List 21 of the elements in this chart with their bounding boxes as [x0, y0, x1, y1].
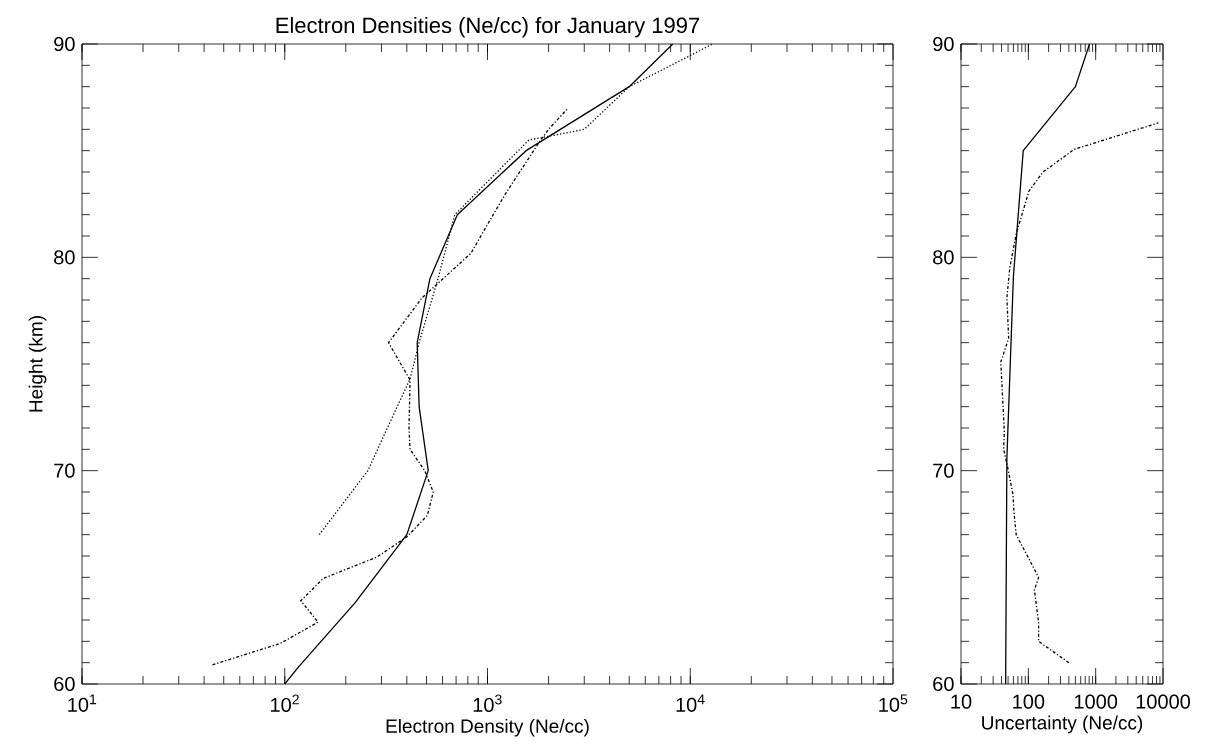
x-tick-label: 1000	[1074, 694, 1118, 709]
y-tick-label: 60	[54, 676, 75, 692]
y-tick-label: 70	[54, 463, 75, 478]
x-tick-label: 10000	[1136, 694, 1191, 709]
y-tick-label: 90	[54, 36, 75, 52]
x-tick-label: 10$^{5}$	[879, 694, 908, 712]
x-tick-label: 10$^{2}$	[271, 694, 299, 713]
x-tick-label: 10$^{4}$	[676, 694, 705, 712]
x-axis-title: Uncertainty (Ne/cc)	[982, 715, 1143, 734]
x-axis-title: Electron Density (Ne/cc)	[386, 718, 589, 737]
chart-title: Electron Densities (Ne/cc) for January 1997	[276, 16, 700, 38]
y-tick-label: 70	[933, 463, 954, 478]
y-tick-label: 80	[54, 250, 75, 265]
x-tick-label: 100	[1013, 694, 1045, 709]
y-tick-label: 90	[933, 36, 954, 52]
y-axis-title: Height (km)	[28, 316, 47, 412]
y-tick-label: 60	[933, 676, 954, 692]
y-tick-label: 80	[933, 250, 954, 265]
x-tick-label: 10$^{1}$	[68, 694, 97, 712]
x-tick-label: 10	[951, 694, 972, 709]
x-tick-label: 10$^{3}$	[473, 694, 502, 713]
